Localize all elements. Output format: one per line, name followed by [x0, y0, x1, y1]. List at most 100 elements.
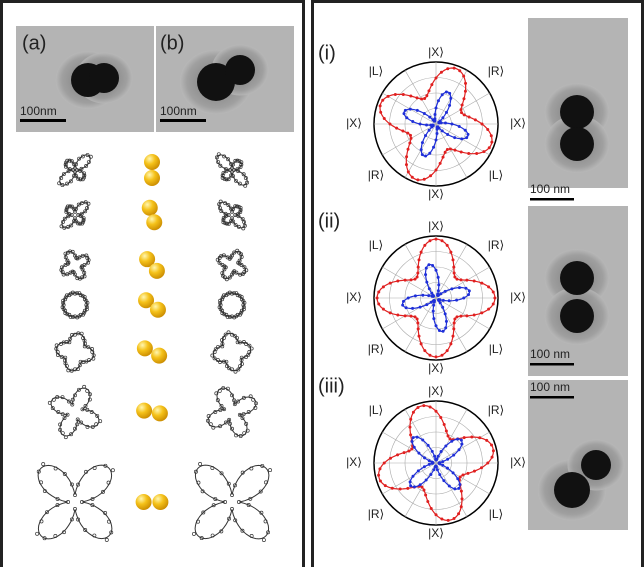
polar-point: [445, 320, 448, 323]
data-point: [262, 538, 265, 541]
polar-point: [463, 436, 466, 439]
polar-point: [453, 317, 456, 320]
polar-point: [411, 307, 414, 310]
polar-point: [445, 111, 448, 114]
polar-point: [432, 146, 435, 149]
polar-point: [448, 437, 451, 440]
polar-point: [425, 479, 428, 482]
polar-point: [453, 136, 456, 139]
polar-point: [458, 125, 461, 128]
polar-point: [427, 263, 430, 266]
polar-point: [460, 137, 463, 140]
polar-point: [409, 418, 412, 421]
polar-point: [461, 474, 464, 477]
polar-point: [473, 280, 476, 283]
polar-point: [435, 410, 438, 413]
polar-point: [435, 324, 438, 327]
polar-point: [425, 94, 428, 97]
state-label: |X⟩: [428, 384, 444, 398]
polar-point: [433, 455, 436, 458]
polar-point: [474, 118, 477, 121]
polar-point: [490, 141, 493, 144]
polar-point: [435, 458, 438, 461]
polar-point: [423, 178, 426, 181]
polar-point: [455, 278, 458, 281]
polar-point: [404, 314, 407, 317]
polar-point: [419, 483, 422, 486]
polar-point: [396, 453, 399, 456]
polar-point: [431, 450, 434, 453]
polar-point: [409, 108, 412, 111]
polar-point: [410, 315, 413, 318]
polar-point: [437, 276, 440, 279]
polar-point: [450, 440, 453, 443]
polar-point: [420, 148, 423, 151]
polar-point: [432, 304, 435, 307]
polar-point: [453, 321, 456, 324]
polar-point: [408, 449, 411, 452]
polar-point: [431, 264, 434, 267]
polar-point: [379, 104, 382, 107]
polar-point: [452, 454, 455, 457]
polar-point: [451, 335, 454, 338]
polar-point: [407, 297, 410, 300]
polar-point: [429, 473, 432, 476]
state-label: |R⟩: [368, 507, 384, 521]
scale-bar: [160, 119, 206, 122]
polar-point: [383, 462, 386, 465]
polar-point: [424, 154, 427, 157]
polar-point: [438, 329, 441, 332]
polar-point: [453, 272, 456, 275]
polar-point: [427, 89, 430, 92]
polar-point: [423, 456, 426, 459]
polar-point: [423, 112, 426, 115]
polar-point: [492, 449, 495, 452]
polar-point: [447, 435, 450, 438]
polar-point: [423, 465, 426, 468]
scale-bar-label: 100 nm: [530, 182, 570, 196]
nanosphere: [142, 200, 158, 216]
polar-point: [452, 266, 455, 269]
state-label: |R⟩: [488, 403, 504, 417]
polar-point: [418, 335, 421, 338]
polar-point: [437, 455, 440, 458]
polar-point: [445, 430, 448, 433]
polar-point: [436, 128, 439, 131]
polar-point: [435, 269, 438, 272]
polar-point: [419, 306, 422, 309]
polar-point: [487, 308, 490, 311]
polar-point: [446, 133, 449, 136]
particle: [560, 261, 594, 295]
polar-point: [404, 279, 407, 282]
polar-point: [382, 285, 385, 288]
particle: [89, 63, 119, 93]
nanosphere: [136, 403, 152, 419]
polar-point: [470, 435, 473, 438]
polar-point: [430, 301, 433, 304]
polar-point: [441, 93, 444, 96]
polar-point: [431, 461, 434, 464]
polar-point: [462, 75, 465, 78]
polar-point: [416, 436, 419, 439]
polar-point: [428, 239, 431, 242]
polar-point: [448, 299, 451, 302]
polar-point: [453, 67, 456, 70]
polar-point: [409, 95, 412, 98]
state-label: |L⟩: [369, 238, 383, 252]
polar-point: [427, 444, 430, 447]
polar-point: [435, 355, 438, 358]
polar-point: [435, 138, 438, 141]
polar-point: [383, 117, 386, 120]
polar-point: [440, 121, 443, 124]
nanosphere: [149, 263, 165, 279]
polar-point: [394, 93, 397, 96]
polar-point: [473, 313, 476, 316]
polar-point: [425, 123, 428, 126]
polar-point: [446, 67, 449, 70]
polar-point: [381, 99, 384, 102]
polar-point: [440, 71, 443, 74]
polar-point: [439, 301, 442, 304]
polar-point: [417, 452, 420, 455]
polar-point: [492, 290, 495, 293]
polar-point: [458, 286, 461, 289]
